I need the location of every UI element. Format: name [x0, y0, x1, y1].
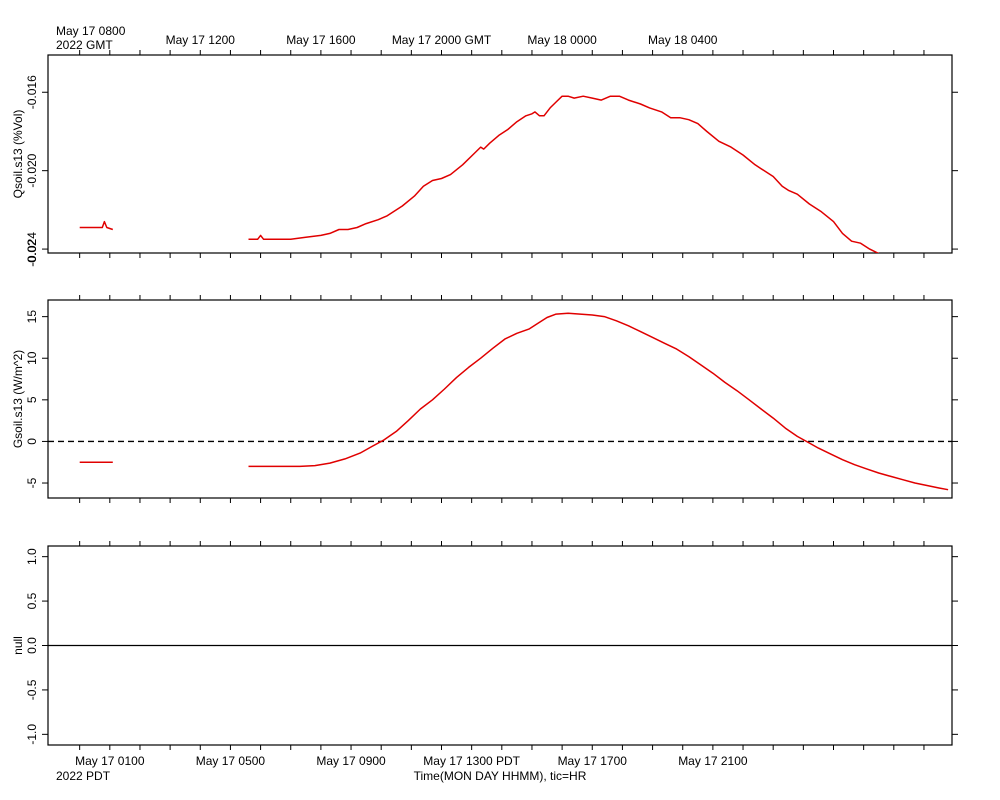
y-axis-label: Gsoil.s13 (W/m^2): [11, 350, 25, 448]
panel-3: [42, 541, 958, 750]
bottom-axis-label: May 17 0900: [316, 754, 386, 768]
bottom-axis-year: 2022 PDT: [56, 769, 111, 783]
panel-frame: [47, 54, 953, 254]
panel-frame: [47, 299, 953, 499]
panel-2: [42, 295, 958, 503]
bottom-axis-label: May 17 2100: [678, 754, 748, 768]
y-tick-label: -0.024: [25, 232, 39, 266]
bottom-axis-label: May 17 1700: [558, 754, 628, 768]
panel-1: [42, 50, 958, 258]
y-tick-label: -5: [25, 477, 39, 488]
y-tick-label: -0.016: [25, 75, 39, 109]
series-line-segment-1: [79, 220, 114, 231]
bottom-axis-label: May 17 0100: [75, 754, 145, 768]
series-line-segment-2: [248, 312, 949, 491]
top-axis-year: 2022 GMT: [56, 38, 113, 52]
top-axis-label: May 17 1600: [286, 33, 356, 47]
y-tick-label-bottom: -0.02: [25, 239, 39, 267]
top-axis-label: May 17 2000 GMT: [392, 33, 492, 47]
x-axis-title: Time(MON DAY HHMM), tic=HR: [414, 769, 587, 783]
bottom-axis-label: May 17 1300 PDT: [423, 754, 520, 768]
y-tick-label: 10: [25, 351, 39, 365]
top-axis-label: May 18 0400: [648, 33, 718, 47]
y-tick-label: 0.0: [25, 637, 39, 654]
series-line-segment-2: [248, 95, 880, 253]
y-tick-label: 5: [25, 396, 39, 403]
y-tick-label: 15: [25, 310, 39, 324]
y-tick-label: 1.0: [25, 548, 39, 565]
y-tick-label: 0: [25, 438, 39, 445]
bottom-axis-label: May 17 0500: [196, 754, 266, 768]
y-tick-label: -1.0: [25, 724, 39, 745]
y-axis-label: Qsoil.s13 (%Vol): [11, 110, 25, 199]
top-axis-label: May 17 0800: [56, 24, 126, 38]
top-axis-label: May 17 1200: [166, 33, 236, 47]
y-tick-label: 0.5: [25, 592, 39, 609]
top-axis-label: May 18 0000: [527, 33, 597, 47]
y-tick-label: -0.020: [25, 153, 39, 187]
y-tick-label: -0.5: [25, 679, 39, 700]
y-axis-label: null: [11, 636, 25, 655]
